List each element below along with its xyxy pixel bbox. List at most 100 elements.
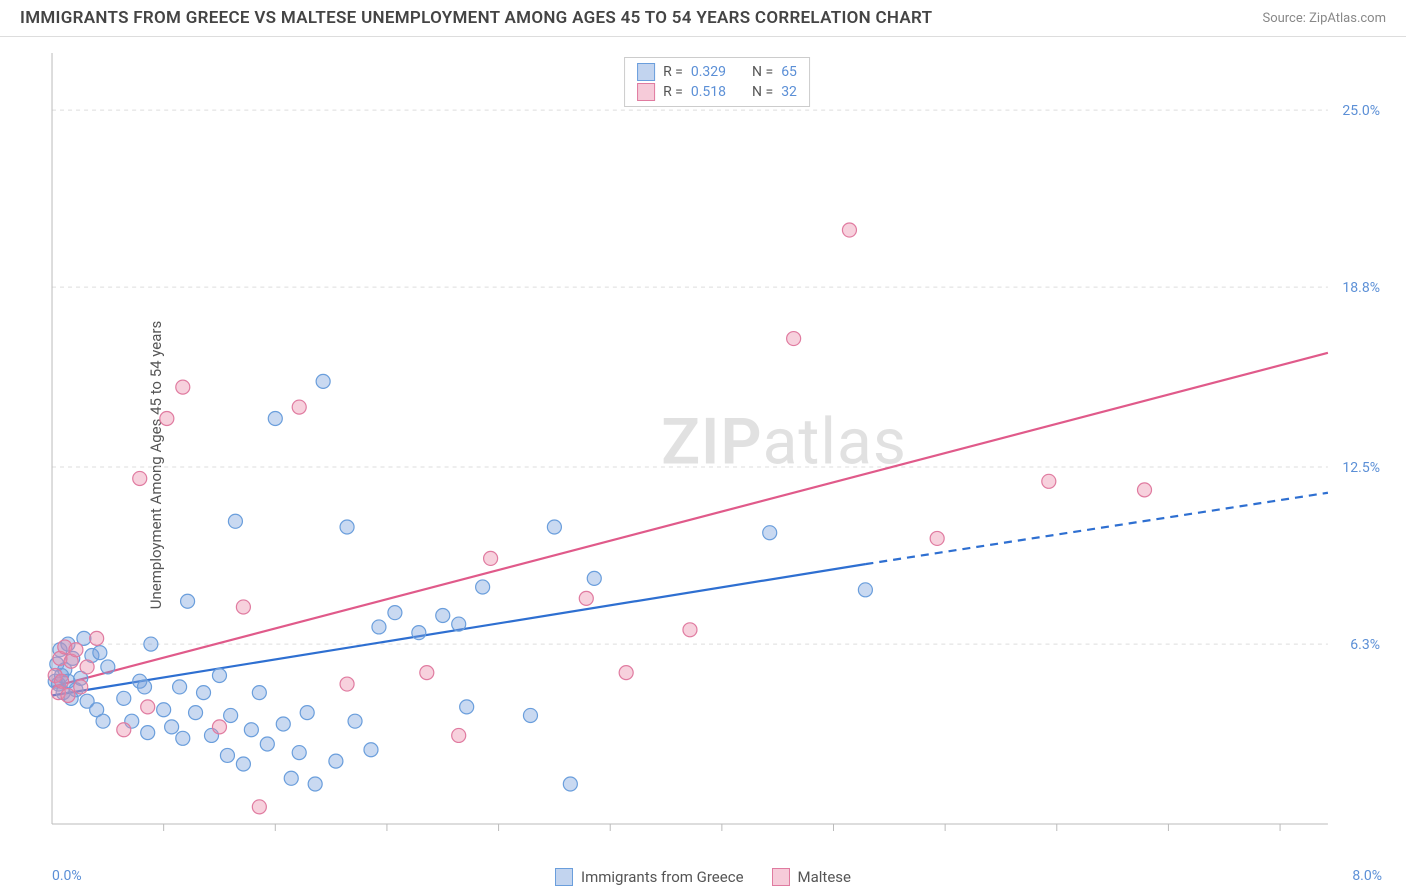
legend-item: Maltese bbox=[772, 868, 851, 886]
data-point-pink bbox=[133, 471, 147, 485]
data-point-pink bbox=[176, 380, 190, 394]
r-label: R = bbox=[663, 64, 683, 80]
data-point-blue bbox=[284, 771, 298, 785]
data-point-blue bbox=[101, 660, 115, 674]
data-point-blue bbox=[452, 617, 466, 631]
data-point-pink bbox=[212, 720, 226, 734]
legend-swatch bbox=[637, 83, 655, 101]
data-point-blue bbox=[138, 680, 152, 694]
data-point-blue bbox=[189, 706, 203, 720]
data-point-pink bbox=[420, 666, 434, 680]
data-point-pink bbox=[452, 728, 466, 742]
data-point-pink bbox=[90, 631, 104, 645]
legend-item: Immigrants from Greece bbox=[555, 868, 744, 886]
data-point-blue bbox=[165, 720, 179, 734]
data-point-blue bbox=[236, 757, 250, 771]
r-value: 0.329 bbox=[691, 64, 726, 80]
data-point-blue bbox=[329, 754, 343, 768]
data-point-pink bbox=[619, 666, 633, 680]
data-point-pink bbox=[484, 551, 498, 565]
y-tick-label: 25.0% bbox=[1342, 103, 1380, 119]
legend-row: R = 0.518 N = 32 bbox=[637, 82, 797, 102]
n-label: N = bbox=[752, 64, 773, 80]
data-point-blue bbox=[587, 571, 601, 585]
y-tick-label: 12.5% bbox=[1342, 460, 1380, 476]
data-point-blue bbox=[276, 717, 290, 731]
data-point-blue bbox=[563, 777, 577, 791]
data-point-blue bbox=[300, 706, 314, 720]
data-point-pink bbox=[292, 400, 306, 414]
data-point-blue bbox=[244, 723, 258, 737]
data-point-blue bbox=[157, 703, 171, 717]
correlation-legend: R = 0.329 N = 65 R = 0.518 N = 32 bbox=[624, 57, 810, 107]
r-value: 0.518 bbox=[691, 84, 726, 100]
data-point-blue bbox=[476, 580, 490, 594]
data-point-blue bbox=[316, 374, 330, 388]
source-link[interactable]: ZipAtlas.com bbox=[1309, 11, 1386, 26]
data-point-pink bbox=[69, 643, 83, 657]
data-point-blue bbox=[141, 726, 155, 740]
data-point-pink bbox=[683, 623, 697, 637]
data-point-pink bbox=[80, 660, 94, 674]
data-point-blue bbox=[348, 714, 362, 728]
legend-swatch bbox=[772, 868, 790, 886]
data-point-blue bbox=[176, 731, 190, 745]
data-point-blue bbox=[96, 714, 110, 728]
data-point-blue bbox=[117, 691, 131, 705]
data-point-blue bbox=[364, 743, 378, 757]
data-point-blue bbox=[268, 411, 282, 425]
source-prefix: Source: bbox=[1262, 11, 1309, 26]
legend-swatch bbox=[555, 868, 573, 886]
n-value: 32 bbox=[781, 84, 797, 100]
data-point-pink bbox=[252, 800, 266, 814]
data-point-pink bbox=[1042, 474, 1056, 488]
data-point-pink bbox=[236, 600, 250, 614]
legend-row: R = 0.329 N = 65 bbox=[637, 62, 797, 82]
data-point-blue bbox=[523, 708, 537, 722]
n-value: 65 bbox=[781, 64, 797, 80]
page-title: IMMIGRANTS FROM GREECE VS MALTESE UNEMPL… bbox=[20, 8, 932, 28]
data-point-pink bbox=[160, 411, 174, 425]
data-point-blue bbox=[292, 746, 306, 760]
data-point-blue bbox=[372, 620, 386, 634]
data-point-blue bbox=[252, 686, 266, 700]
data-point-blue bbox=[212, 668, 226, 682]
data-point-pink bbox=[579, 591, 593, 605]
data-point-blue bbox=[436, 609, 450, 623]
source-attribution: Source: ZipAtlas.com bbox=[1262, 11, 1386, 26]
data-point-blue bbox=[412, 626, 426, 640]
legend-label: Immigrants from Greece bbox=[581, 868, 744, 886]
data-point-blue bbox=[308, 777, 322, 791]
r-label: R = bbox=[663, 84, 683, 100]
data-point-blue bbox=[228, 514, 242, 528]
watermark: ZIPatlas bbox=[661, 405, 907, 480]
chart-container: Unemployment Among Ages 45 to 54 years 6… bbox=[0, 36, 1406, 892]
y-tick-label: 6.3% bbox=[1350, 637, 1380, 653]
scatter-chart: 6.3% 12.5% 18.8% 25.0% ZIPatlas bbox=[46, 47, 1388, 848]
data-point-blue bbox=[340, 520, 354, 534]
legend-label: Maltese bbox=[798, 868, 851, 886]
data-point-blue bbox=[173, 680, 187, 694]
data-point-pink bbox=[1137, 483, 1151, 497]
series-legend: Immigrants from Greece Maltese bbox=[0, 868, 1406, 886]
data-point-blue bbox=[547, 520, 561, 534]
y-tick-label: 18.8% bbox=[1342, 280, 1380, 296]
data-point-blue bbox=[460, 700, 474, 714]
data-point-pink bbox=[787, 332, 801, 346]
data-point-blue bbox=[197, 686, 211, 700]
data-point-blue bbox=[144, 637, 158, 651]
data-point-blue bbox=[93, 646, 107, 660]
data-point-blue bbox=[181, 594, 195, 608]
trend-line-blue-projection bbox=[865, 493, 1328, 564]
n-label: N = bbox=[752, 84, 773, 100]
data-point-pink bbox=[61, 688, 75, 702]
legend-swatch bbox=[637, 63, 655, 81]
plot-area: 6.3%12.5%18.8%25.0%ZIPatlas R =0.329N =6… bbox=[46, 47, 1388, 848]
data-point-blue bbox=[858, 583, 872, 597]
data-point-blue bbox=[388, 606, 402, 620]
data-point-pink bbox=[340, 677, 354, 691]
data-point-blue bbox=[224, 708, 238, 722]
data-point-blue bbox=[220, 748, 234, 762]
data-point-pink bbox=[930, 531, 944, 545]
data-point-pink bbox=[74, 680, 88, 694]
